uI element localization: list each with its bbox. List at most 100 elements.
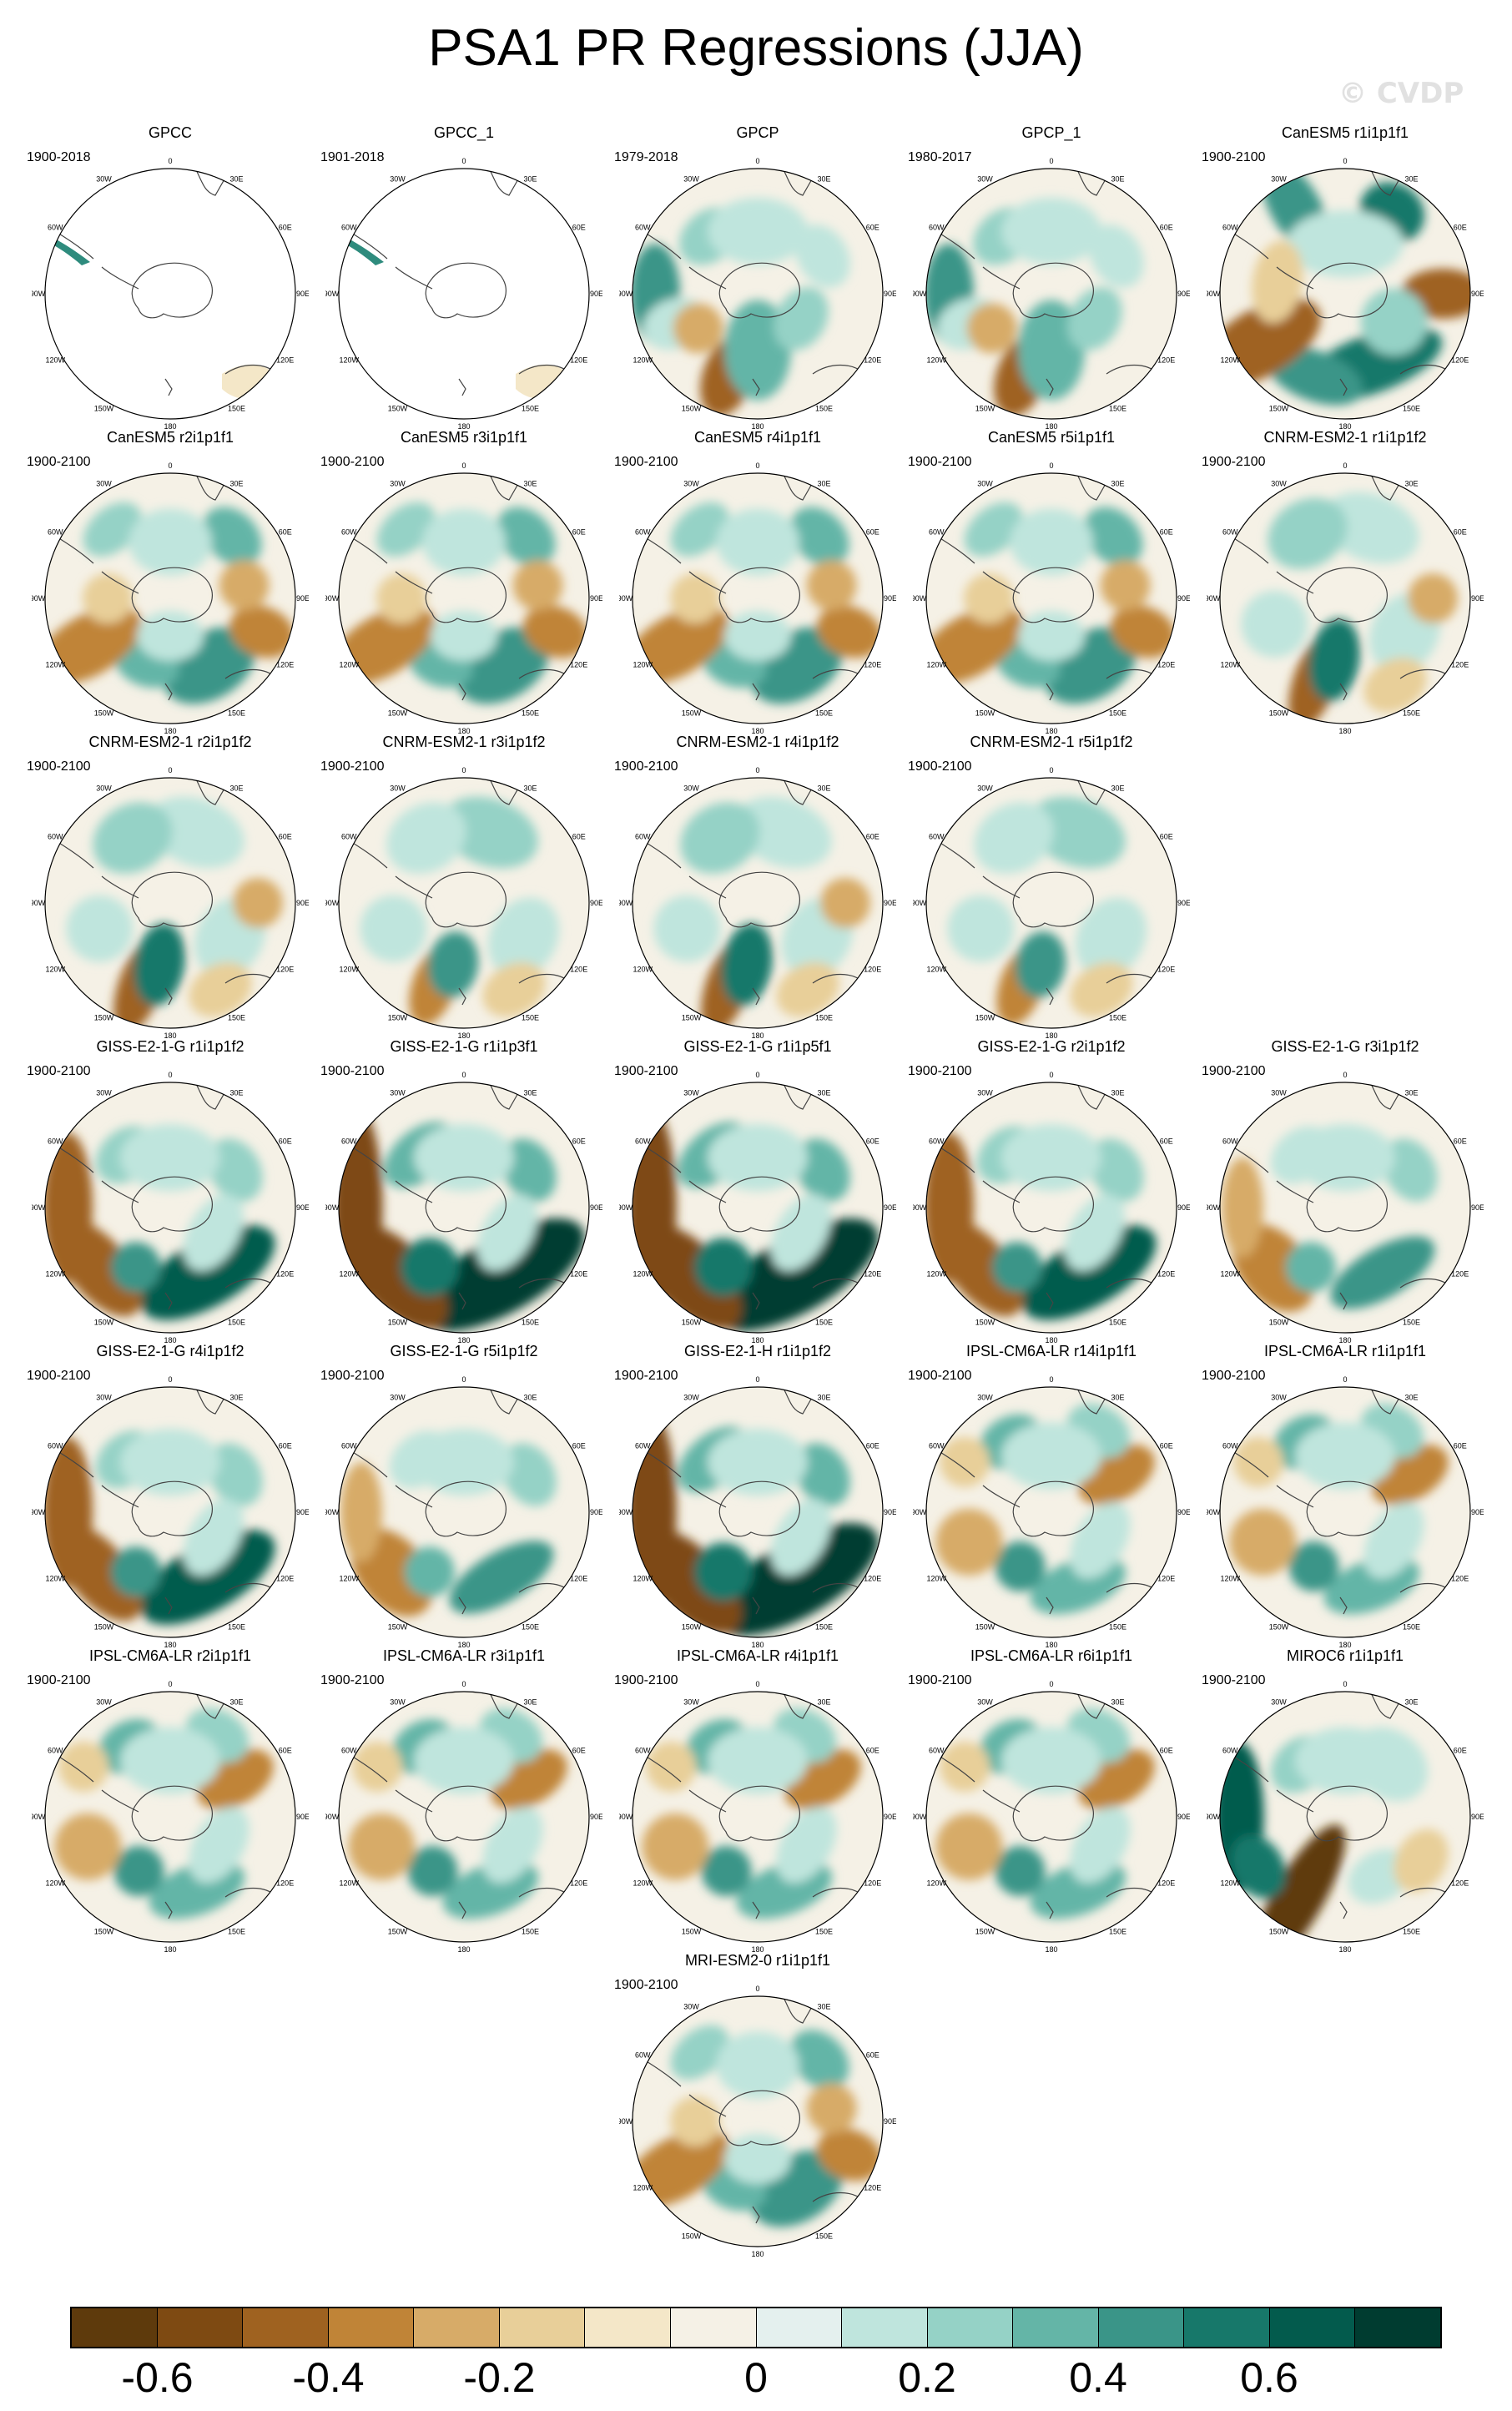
longitude-tick-label: 60W	[341, 1747, 357, 1755]
anomaly-patch	[1295, 1124, 1395, 1191]
antarctica-coastline	[131, 871, 213, 928]
map-border	[632, 472, 884, 724]
anomaly-patch	[646, 1742, 697, 1792]
longitude-tick-label: 90E	[296, 1203, 309, 1212]
panel-years: 1900-2100	[320, 1064, 385, 1078]
longitude-tick-label: 30E	[229, 479, 243, 487]
peninsula-coastline	[395, 266, 433, 290]
africa-coastline	[1076, 169, 1111, 196]
longitude-tick-label: 120E	[1451, 661, 1469, 669]
panel-title: GISS-E2-1-H r1i1p1f2	[683, 1343, 832, 1359]
longitude-tick-label: 30W	[683, 1088, 699, 1097]
longitude-tick-label: 180	[751, 1336, 764, 1344]
colorbar-swatch	[157, 2308, 244, 2347]
anomaly-patch	[721, 923, 773, 1006]
polar-map: 0 30E 60E 90E 120E 150E 180 150W 120W 90W 60W 30W	[325, 157, 602, 431]
polar-map: 0 30E 60E 90E 120E 150E 180 150W 120W 90W 60W 30W	[913, 1071, 1190, 1344]
longitude-tick-label: 90W	[619, 1203, 633, 1212]
longitude-tick-label: 60E	[1160, 1747, 1173, 1755]
map-border	[925, 1386, 1177, 1638]
longitude-tick-label: 90W	[913, 594, 927, 603]
anomaly-patch	[816, 605, 882, 658]
polar-map: 0 30E 60E 90E 120E 150E 180 150W 120W 90W 60W 30W	[1207, 1680, 1484, 1954]
map-panel: IPSL-CM6A-LR r2i1p1f1 1900-2100 0 30E 60E 90E…	[22, 1647, 319, 1955]
longitude-tick-label: 90E	[1177, 1813, 1190, 1821]
longitude-tick-label: 120W	[46, 1575, 66, 1583]
longitude-tick-label: 120E	[1157, 661, 1175, 669]
longitude-tick-label: 60W	[1222, 528, 1238, 537]
colorbar-swatch	[842, 2308, 928, 2347]
longitude-tick-label: 150W	[682, 1319, 702, 1327]
longitude-tick-label: 120E	[864, 1270, 881, 1279]
anomaly-patch	[734, 796, 832, 869]
anomaly-patch	[66, 895, 134, 962]
longitude-tick-label: 60E	[572, 1137, 586, 1146]
longitude-tick-label: 60W	[635, 224, 651, 232]
africa-coastline	[194, 1387, 229, 1415]
anomaly-patch	[1018, 611, 1085, 661]
colorbar-swatch	[243, 2308, 329, 2347]
polar-map: 0 30E 60E 90E 120E 150E 180 150W 120W 90W 60W 30W	[32, 766, 309, 1040]
anomaly-patch	[189, 962, 252, 1017]
longitude-tick-label: 60W	[341, 1442, 357, 1450]
longitude-tick-label: 150W	[1269, 1623, 1289, 1632]
longitude-tick-label: 30E	[229, 1393, 243, 1401]
anomaly-patch	[1288, 1541, 1339, 1591]
anomaly-patch	[935, 1813, 1003, 1880]
longitude-tick-label: 60E	[1160, 1442, 1173, 1450]
anomaly-patch	[806, 2083, 857, 2134]
longitude-tick-label: 90E	[884, 899, 896, 907]
colorbar-swatch	[670, 2308, 757, 2347]
longitude-tick-label: 120W	[340, 1879, 360, 1888]
new-zealand-coastline	[752, 1901, 760, 1919]
africa-coastline	[488, 1082, 523, 1110]
map-border	[338, 1691, 590, 1943]
longitude-tick-label: 120W	[1221, 1270, 1241, 1279]
peninsula-coastline	[1276, 266, 1314, 290]
longitude-tick-label: 150E	[815, 2232, 833, 2241]
colorbar-label: 0.2	[898, 2354, 956, 2401]
peninsula-coastline	[395, 1180, 433, 1203]
longitude-tick-label: 180	[457, 1336, 470, 1344]
longitude-tick-label: 0	[755, 157, 759, 165]
longitude-tick-label: 120W	[340, 1270, 360, 1279]
panel-years: 1900-2100	[614, 455, 678, 469]
longitude-tick-label: 150W	[388, 1014, 408, 1022]
longitude-tick-label: 60E	[572, 528, 586, 537]
longitude-tick-label: 60E	[572, 1442, 586, 1450]
peninsula-coastline	[395, 875, 433, 899]
map-border	[632, 1386, 884, 1638]
colorbar-swatch	[1013, 2308, 1099, 2347]
anomaly-patch	[820, 878, 870, 928]
longitude-tick-label: 120E	[864, 1575, 881, 1583]
peninsula-coastline	[688, 266, 727, 290]
longitude-tick-label: 60W	[635, 1137, 651, 1146]
panel-years: 1979-2018	[614, 150, 678, 164]
longitude-tick-label: 60E	[1160, 833, 1173, 841]
map-panel: CNRM-ESM2-1 r4i1p1f2 1900-2100 0 30E 60E 90E 1…	[609, 733, 906, 1042]
africa-coastline	[1076, 1082, 1111, 1110]
panel-years: 1900-2100	[320, 1369, 385, 1383]
longitude-tick-label: 90W	[325, 594, 340, 603]
map-panel: CanESM5 r4i1p1f1 1900-2100 0 30E 60E 90E 120E 1…	[609, 428, 906, 737]
map-border	[1219, 1386, 1471, 1638]
longitude-tick-label: 150E	[1403, 1623, 1420, 1632]
panel-title: GISS-E2-1-G r1i1p3f1	[390, 1038, 538, 1055]
longitude-tick-label: 150W	[94, 709, 114, 718]
longitude-tick-label: 150E	[1403, 1928, 1420, 1936]
colorbar: -0.6 -0.4 -0.2 0 0.2 0.4 0.6	[70, 2307, 1442, 2401]
polar-map: 0 30E 60E 90E 120E 150E 180 150W 120W 90W 60W 30W	[1207, 462, 1484, 735]
anomaly-patch	[926, 1132, 974, 1283]
longitude-tick-label: 30W	[683, 174, 699, 183]
longitude-tick-label: 0	[1343, 1375, 1347, 1384]
colorbar-swatch	[1355, 2308, 1440, 2347]
longitude-tick-label: 120E	[570, 1270, 587, 1279]
new-zealand-coastline	[458, 987, 466, 1006]
longitude-tick-label: 30W	[96, 1088, 112, 1097]
polar-map: 0 30E 60E 90E 120E 150E 180 150W 120W 90W 60W 30W	[619, 1680, 896, 1954]
anomaly-patch	[770, 1499, 832, 1576]
longitude-tick-label: 120W	[46, 1879, 66, 1888]
anomaly-patch	[134, 923, 185, 1006]
map-panel: CanESM5 r3i1p1f1 1900-2100 0 30E 60E 90E 120E 1…	[315, 428, 612, 737]
colorbar-label: 0	[744, 2354, 768, 2401]
